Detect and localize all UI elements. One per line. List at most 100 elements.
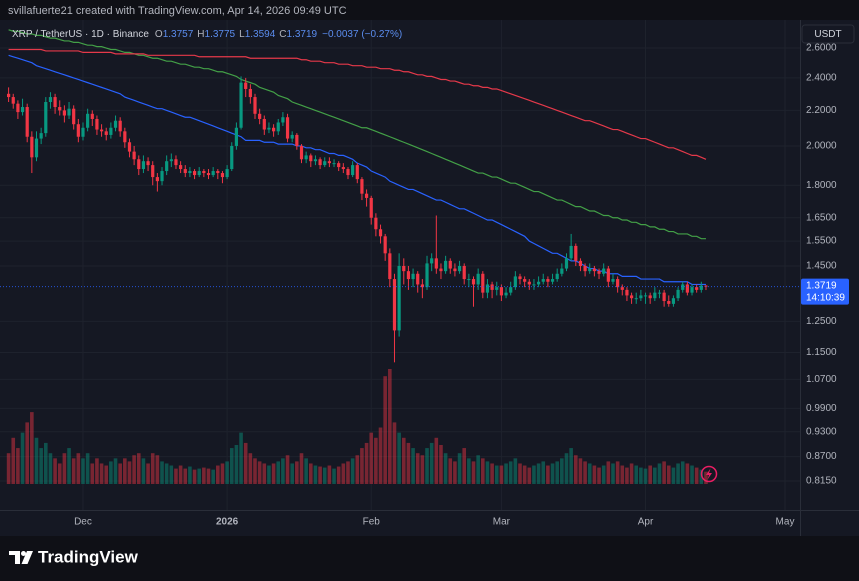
volume-bar bbox=[262, 463, 267, 484]
candle-body bbox=[518, 276, 522, 280]
volume-bar bbox=[629, 463, 634, 484]
volume-bar bbox=[123, 458, 127, 484]
candle-body bbox=[690, 287, 694, 293]
candle-body bbox=[574, 245, 578, 261]
volume-bar bbox=[639, 467, 643, 484]
y-tick-label: 0.9900 bbox=[806, 403, 837, 414]
volume-bar bbox=[150, 453, 155, 484]
volume-bar bbox=[104, 465, 109, 484]
candle-body bbox=[244, 82, 248, 89]
candle-body bbox=[504, 292, 508, 296]
volume-bar bbox=[453, 461, 457, 484]
candle-body bbox=[53, 97, 57, 108]
volume-bar bbox=[457, 453, 462, 484]
volume-bar bbox=[513, 458, 518, 484]
candle-body bbox=[123, 131, 127, 143]
volume-bar bbox=[434, 437, 439, 484]
volume-bar bbox=[118, 463, 122, 484]
logo-v bbox=[21, 551, 33, 564]
candle-body bbox=[34, 138, 39, 158]
axis-layer: 2.6000 2.4000 2.2000 2.0000 1.8000 1.6500 1.55… bbox=[74, 43, 849, 528]
alert-icon[interactable] bbox=[700, 465, 718, 483]
volume-bar bbox=[657, 463, 662, 484]
ohlc-value: 1.3757 bbox=[163, 29, 194, 40]
x-tick-label: May bbox=[776, 517, 795, 528]
volume-bar bbox=[34, 437, 39, 484]
currency-box[interactable] bbox=[801, 24, 855, 44]
volume-bar bbox=[392, 422, 397, 484]
volume-bar bbox=[336, 466, 341, 484]
candle-body bbox=[351, 165, 355, 176]
candle-body bbox=[109, 127, 113, 135]
volume-bar bbox=[439, 444, 443, 484]
candle-body bbox=[192, 171, 197, 176]
candle-body bbox=[648, 295, 652, 299]
volume-bar bbox=[355, 455, 360, 484]
volume-bar bbox=[685, 463, 690, 484]
volume-bar bbox=[253, 458, 257, 484]
candle-body bbox=[388, 253, 392, 280]
volume-bar bbox=[229, 448, 234, 484]
volume-bar bbox=[467, 458, 471, 484]
candle-body bbox=[369, 197, 373, 218]
candle-body bbox=[174, 159, 178, 166]
volume-bar bbox=[304, 458, 308, 484]
logo-dot bbox=[21, 551, 26, 556]
volume-bar bbox=[113, 458, 118, 484]
candle-body bbox=[569, 245, 573, 259]
candle-body bbox=[299, 145, 304, 160]
volume-bar bbox=[71, 458, 76, 484]
candle-body bbox=[179, 165, 183, 170]
candle-body bbox=[62, 110, 66, 116]
volume-bar bbox=[57, 463, 62, 484]
volume-bar bbox=[332, 468, 336, 484]
volume-bar bbox=[225, 461, 229, 484]
candle-body bbox=[7, 93, 11, 98]
volume-bar bbox=[601, 465, 606, 484]
candle-body bbox=[230, 145, 234, 170]
candle-body bbox=[118, 120, 122, 132]
candle-body bbox=[183, 169, 187, 174]
author-line: svillafuerte21 created with TradingView.… bbox=[8, 5, 347, 17]
volume-bar bbox=[160, 461, 164, 484]
volume-bar bbox=[178, 465, 183, 484]
candle-body bbox=[406, 271, 411, 280]
volume-bar bbox=[136, 453, 141, 484]
candle-body bbox=[541, 279, 545, 282]
x-tick-label: 2026 bbox=[216, 517, 239, 528]
volume-bar bbox=[448, 458, 453, 484]
volume-bar bbox=[401, 437, 406, 484]
candle-body bbox=[11, 97, 15, 104]
candle-body bbox=[211, 171, 215, 176]
volume-bar bbox=[704, 471, 708, 484]
candle-body bbox=[99, 129, 104, 132]
candle-body bbox=[137, 159, 141, 170]
candle-body bbox=[267, 127, 271, 130]
candle-body bbox=[467, 279, 471, 281]
volume-bar bbox=[11, 437, 16, 484]
candle-body bbox=[155, 177, 159, 182]
candle-body bbox=[276, 122, 280, 132]
candle-body bbox=[699, 285, 703, 290]
candle-body bbox=[416, 273, 420, 285]
candle-body bbox=[434, 258, 438, 269]
candle-body bbox=[457, 265, 462, 272]
volume-bar bbox=[67, 448, 71, 484]
volume-bar bbox=[360, 448, 364, 484]
volume-bar bbox=[443, 453, 448, 484]
y-tick-label: 2.0000 bbox=[806, 141, 837, 152]
volume-bar bbox=[546, 465, 550, 484]
volume-bar bbox=[39, 448, 43, 484]
chart-background bbox=[0, 20, 859, 536]
candle-body bbox=[671, 298, 676, 304]
candle-body bbox=[374, 217, 378, 230]
brand-name: TradingView bbox=[38, 547, 139, 566]
volume-bar bbox=[508, 461, 513, 484]
price-tag bbox=[801, 278, 849, 305]
volume-bar bbox=[378, 427, 383, 484]
volume-bar bbox=[420, 455, 425, 484]
y-tick-label: 1.0700 bbox=[806, 374, 837, 385]
volume-bar bbox=[388, 369, 392, 484]
volume-bar bbox=[99, 463, 104, 484]
